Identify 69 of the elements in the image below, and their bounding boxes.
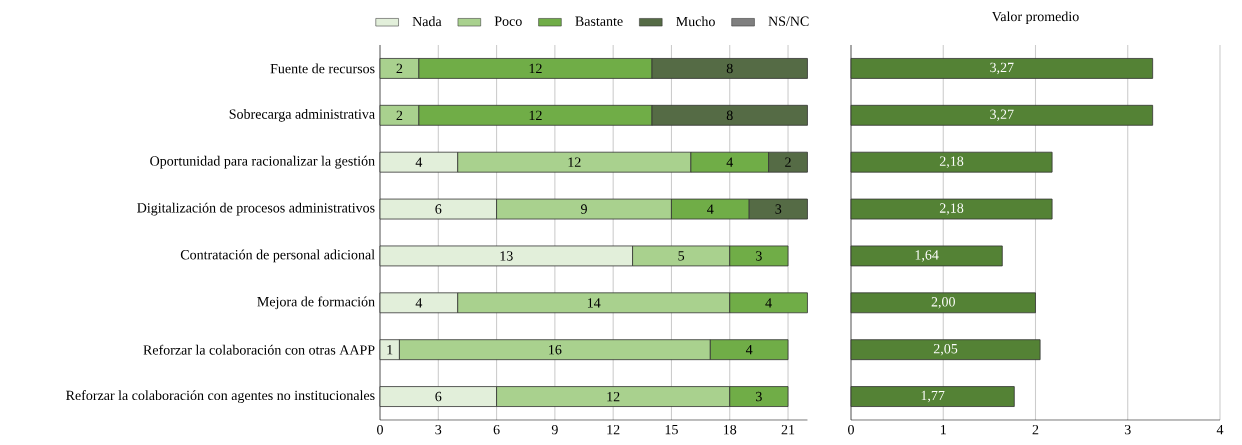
data-label: 3 (756, 391, 762, 402)
data-label: 5 (678, 251, 685, 261)
data-label: 4 (765, 298, 772, 308)
data-label: 1,64 (915, 250, 939, 262)
x-tick-label: 0 (377, 424, 383, 435)
data-label: 12 (529, 110, 542, 120)
y-tick-label: Reforzar la colaboración con otras AAPP (143, 344, 375, 355)
data-label: 2,18 (939, 156, 964, 168)
bar (850, 58, 1154, 79)
x-tick-label: 12 (607, 424, 620, 435)
data-label: 2 (396, 63, 403, 74)
data-label: 2 (396, 110, 403, 120)
data-label: 1,77 (921, 390, 945, 403)
x-tick-label: 3 (1124, 424, 1131, 435)
data-label: 8 (726, 110, 733, 121)
data-label: 4 (707, 204, 714, 214)
x-tick-label: 9 (551, 424, 558, 435)
data-label: 12 (529, 63, 542, 74)
y-tick-label: Oportunidad para racionalizar la gestión (150, 155, 375, 169)
y-tick-label: Mejora de formación (257, 296, 375, 310)
data-label: 4 (415, 157, 423, 167)
legend-label: Mucho (676, 16, 715, 27)
data-label: 2,18 (939, 203, 964, 215)
x-tick-label: 2 (1032, 424, 1039, 435)
bar (850, 151, 1053, 173)
y-tick-label: Fuente de recursos (270, 63, 375, 74)
data-label: 4 (726, 157, 734, 167)
legend-label: NS/NC (768, 16, 809, 26)
data-label: 4 (745, 345, 753, 355)
legend-label: Nada (412, 16, 442, 27)
data-label: 3,27 (990, 109, 1014, 122)
bar (850, 292, 1036, 314)
data-label: 12 (607, 391, 620, 402)
x-tick-label: 15 (665, 424, 678, 435)
data-label: 16 (549, 344, 562, 355)
x-tick-label: 21 (781, 424, 795, 435)
x-tick-label: 6 (493, 424, 500, 435)
y-tick-label: Contratación de personal adicional (180, 249, 375, 263)
data-label: 2,05 (933, 343, 958, 356)
data-label: 4 (415, 298, 423, 308)
bar (850, 386, 1015, 407)
y-tick-label: Sobrecarga administrativa (229, 108, 375, 122)
data-label: 9 (580, 204, 587, 214)
y-tick-label: Digitalización de procesos administrativos (137, 202, 375, 216)
y-tick-label: Reforzar la colaboración con agentes no institucionales (66, 390, 375, 403)
bar (850, 245, 1003, 267)
bar (850, 104, 1154, 126)
legend-label: Bastante (575, 16, 623, 26)
data-label: 6 (435, 204, 442, 214)
x-tick-label: 1 (940, 424, 946, 435)
data-label: 8 (726, 63, 733, 74)
x-tick-label: 4 (1216, 424, 1224, 435)
x-tick-label: 3 (435, 424, 442, 435)
data-label: 2,00 (931, 297, 955, 309)
chart-title: Valor promedio (991, 11, 1079, 25)
legend-label: Poco (494, 16, 522, 26)
bar (850, 339, 1041, 361)
bar (850, 198, 1053, 220)
x-tick-label: 0 (848, 424, 854, 435)
data-label: 12 (568, 157, 581, 167)
data-label: 13 (500, 251, 513, 261)
data-label: 6 (435, 391, 442, 402)
data-label: 3 (756, 251, 762, 261)
data-label: 1 (387, 345, 393, 355)
x-tick-label: 18 (723, 424, 737, 435)
data-label: 14 (587, 298, 601, 308)
data-label: 3,27 (990, 62, 1014, 75)
data-label: 3 (775, 204, 782, 214)
data-label: 2 (785, 157, 791, 167)
